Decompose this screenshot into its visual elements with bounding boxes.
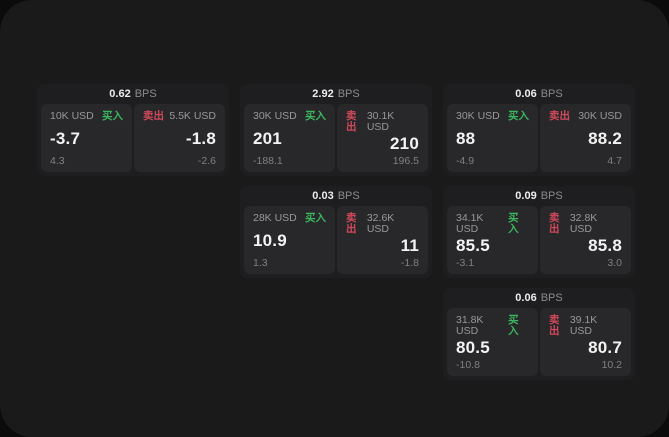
quote-panels: 28K USD 买入 10.9 1.3 卖出 32.6K USD 11 -1.8 (240, 206, 432, 278)
bps-unit: BPS (540, 88, 563, 100)
bps-unit: BPS (337, 190, 360, 202)
sell-panel[interactable]: 卖出 30.1K USD 210 196.5 (337, 104, 428, 172)
buy-price: 80.5 (456, 338, 490, 358)
sell-panel[interactable]: 卖出 30K USD 88.2 4.7 (540, 104, 631, 172)
buy-panel[interactable]: 34.1K USD 买入 85.5 -3.1 (447, 206, 538, 274)
buy-label: 买入 (102, 110, 123, 122)
bps-value: 0.09 (515, 190, 537, 202)
bps-header: 0.03 BPS (240, 186, 432, 206)
bps-value: 0.06 (515, 292, 537, 304)
buy-amount: 10K USD (50, 110, 94, 122)
sell-price: 11 (400, 236, 419, 256)
buy-delta: -188.1 (253, 154, 283, 167)
sell-amount: 32.6K USD (366, 212, 395, 235)
bps-value: 0.06 (515, 88, 537, 100)
sell-delta: 4.7 (607, 154, 622, 167)
buy-price: -3.7 (50, 129, 81, 148)
sell-amount: 32.8K USD (569, 212, 598, 235)
sell-price: 210 (390, 134, 419, 154)
quote-card: 0.03 BPS 28K USD 买入 10.9 1.3 卖出 32.6K US… (240, 186, 432, 278)
buy-panel[interactable]: 31.8K USD 买入 80.5 -10.8 (447, 308, 538, 376)
sell-delta: 10.2 (601, 358, 622, 371)
buy-label: 买入 (305, 110, 326, 122)
buy-delta: -3.1 (456, 256, 475, 269)
buy-label: 买入 (508, 314, 519, 337)
quote-panels: 34.1K USD 买入 85.5 -3.1 卖出 32.8K USD 85.8… (443, 206, 635, 278)
quote-panels: 10K USD 买入 -3.7 4.3 卖出 5.5K USD -1.8 -2.… (37, 104, 229, 176)
sell-amount: 30.1K USD (366, 110, 395, 133)
buy-amount: 30K USD (253, 110, 297, 122)
sell-delta: 196.5 (392, 154, 419, 167)
sell-amount: 5.5K USD (169, 110, 216, 122)
sell-panel[interactable]: 卖出 32.8K USD 85.8 3.0 (540, 206, 631, 274)
quote-card: 0.06 BPS 31.8K USD 买入 80.5 -10.8 卖出 39.1… (443, 288, 635, 380)
buy-delta: -4.9 (456, 154, 475, 167)
buy-price: 10.9 (253, 231, 287, 250)
buy-amount: 28K USD (253, 212, 297, 224)
quote-card: 0.09 BPS 34.1K USD 买入 85.5 -3.1 卖出 32.8K… (443, 186, 635, 278)
sell-panel[interactable]: 卖出 32.6K USD 11 -1.8 (337, 206, 428, 274)
buy-amount: 34.1K USD (456, 212, 484, 235)
bps-header: 0.09 BPS (443, 186, 635, 206)
quote-card: 2.92 BPS 30K USD 买入 201 -188.1 卖出 30.1K … (240, 84, 432, 176)
buy-delta: 4.3 (50, 154, 65, 167)
bps-value: 0.62 (109, 88, 131, 100)
sell-label: 卖出 (143, 110, 164, 122)
sell-delta: -1.8 (400, 256, 419, 269)
quote-card: 0.62 BPS 10K USD 买入 -3.7 4.3 卖出 5.5K USD (37, 84, 229, 176)
sell-amount: 30K USD (578, 110, 622, 122)
bps-value: 0.03 (312, 190, 334, 202)
sell-label: 卖出 (346, 110, 357, 133)
bps-header: 0.06 BPS (443, 84, 635, 104)
bps-unit: BPS (337, 88, 360, 100)
sell-panel[interactable]: 卖出 5.5K USD -1.8 -2.6 (134, 104, 225, 172)
quote-panels: 30K USD 买入 88 -4.9 卖出 30K USD 88.2 4.7 (443, 104, 635, 176)
bps-unit: BPS (540, 292, 563, 304)
buy-label: 买入 (508, 212, 519, 235)
sell-amount: 39.1K USD (569, 314, 598, 337)
sell-label: 卖出 (549, 314, 560, 337)
sell-label: 卖出 (549, 212, 560, 235)
bps-header: 0.06 BPS (443, 288, 635, 308)
bps-unit: BPS (134, 88, 157, 100)
bps-header: 0.62 BPS (37, 84, 229, 104)
buy-delta: -10.8 (456, 358, 480, 371)
sell-panel[interactable]: 卖出 39.1K USD 80.7 10.2 (540, 308, 631, 376)
sell-price: -1.8 (185, 129, 216, 148)
buy-amount: 31.8K USD (456, 314, 484, 337)
sell-label: 卖出 (549, 110, 570, 122)
sell-label: 卖出 (346, 212, 357, 235)
buy-delta: 1.3 (253, 256, 268, 269)
buy-label: 买入 (305, 212, 326, 224)
buy-panel[interactable]: 28K USD 买入 10.9 1.3 (244, 206, 335, 274)
sell-price: 85.8 (588, 236, 622, 256)
buy-label: 买入 (508, 110, 529, 122)
sell-delta: 3.0 (607, 256, 622, 269)
buy-panel[interactable]: 30K USD 买入 201 -188.1 (244, 104, 335, 172)
quote-panels: 30K USD 买入 201 -188.1 卖出 30.1K USD 210 1… (240, 104, 432, 176)
buy-panel[interactable]: 30K USD 买入 88 -4.9 (447, 104, 538, 172)
quote-card: 0.06 BPS 30K USD 买入 88 -4.9 卖出 30K USD (443, 84, 635, 176)
sell-delta: -2.6 (197, 154, 216, 167)
buy-price: 201 (253, 129, 282, 148)
buy-amount: 30K USD (456, 110, 500, 122)
sell-price: 88.2 (588, 129, 622, 148)
bps-header: 2.92 BPS (240, 84, 432, 104)
bps-unit: BPS (540, 190, 563, 202)
quote-panels: 31.8K USD 买入 80.5 -10.8 卖出 39.1K USD 80.… (443, 308, 635, 380)
bps-value: 2.92 (312, 88, 334, 100)
buy-panel[interactable]: 10K USD 买入 -3.7 4.3 (41, 104, 132, 172)
buy-price: 85.5 (456, 236, 490, 256)
buy-price: 88 (456, 129, 476, 148)
sell-price: 80.7 (588, 338, 622, 358)
